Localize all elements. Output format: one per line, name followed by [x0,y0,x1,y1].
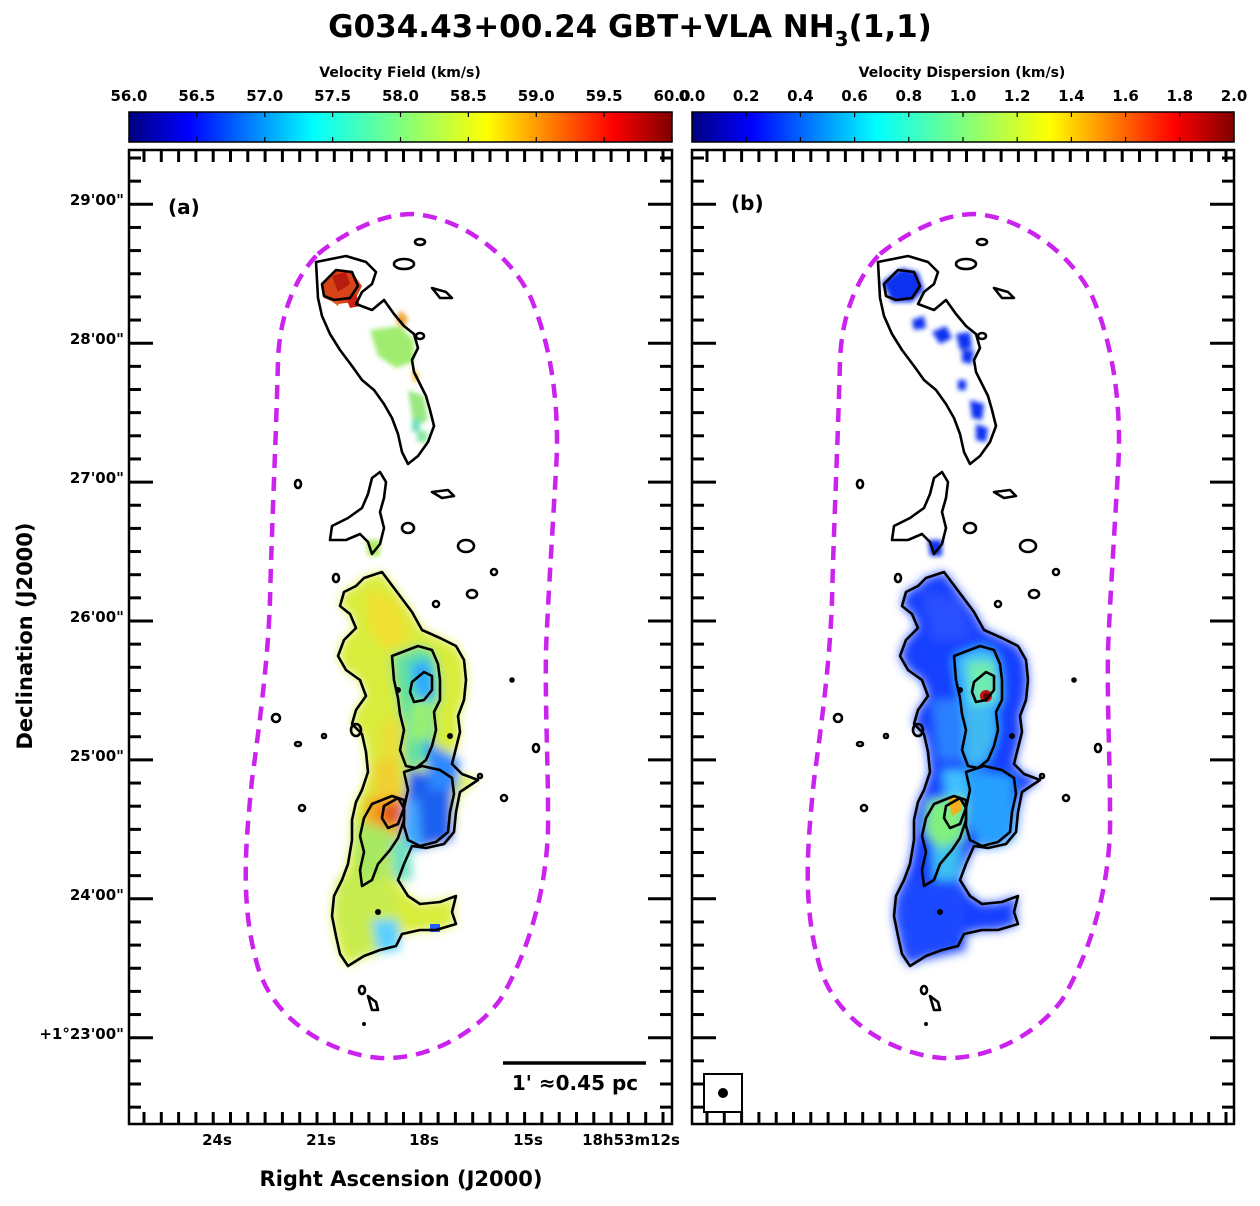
colorbar-b-tick-label: 0.4 [787,87,814,105]
ra-tick-labels: 24s 21s 18s 15s 18h53m12s [202,1131,680,1149]
dec-tick-label: 25'00" [70,747,124,765]
colorbar-b-tick-label: 1.6 [1112,87,1139,105]
colorbar-b-tick-label: 0.0 [679,87,706,105]
dec-tick-label: 29'00" [70,191,124,209]
ra-tick-label: 18h53m12s [582,1131,680,1149]
dec-tick-label: 26'00" [70,608,124,626]
colorbar-a-tick-label: 60.0 [653,87,690,105]
beam-box [703,1073,743,1113]
colorbar-a: Velocity Field (km/s) 56.0 56.5 57.0 57.5 58… [110,65,691,143]
panel-b: (b) [690,148,1236,1126]
colorbar-a-tick-label: 58.5 [450,87,487,105]
colorbar-b-tick-label: 1.8 [1167,87,1194,105]
colorbar-a-title: Velocity Field (km/s) [319,65,480,81]
y-axis-label: Declination (J2000) [13,522,37,749]
dec-tick-label: 24'00" [70,886,124,904]
panel-a-label: (a) [168,195,200,219]
colorbar-a-tick-label: 59.0 [518,87,555,105]
colorbar-b-tick-label: 0.6 [841,87,868,105]
x-axis-label: Right Ascension (J2000) [260,1167,543,1191]
colorbar-b-tick-label: 2.0 [1221,87,1248,105]
colorbar-a-tick-label: 57.5 [314,87,351,105]
panel-a-frame [127,148,674,1126]
beam-ellipse [718,1088,728,1098]
scale-bar-label: 1' ≈0.45 pc [512,1071,638,1095]
panel-b-label: (b) [731,191,764,215]
colorbar-b-tick-label: 1.2 [1004,87,1031,105]
colorbar-a-tick-label: 58.0 [382,87,419,105]
panel-b-frame [690,148,1236,1126]
colorbar-b-tick-label: 1.4 [1058,87,1085,105]
dec-tick-label: 28'00" [70,330,124,348]
panel-a: (a) 1' ≈0.45 pc [127,148,674,1126]
dec-tick-labels: 29'00" 28'00" 27'00" 26'00" 25'00" 24'00" +1°2… [39,191,124,1043]
colorbar-b: Velocity Dispersion (km/s) 0.0 0.2 0.4 0.6 0… [679,65,1248,143]
dec-tick-label: +1°23'00" [39,1025,124,1043]
colorbar-a-tick-label: 59.5 [586,87,623,105]
colorbar-a-tick-label: 56.5 [178,87,215,105]
colorbar-b-tick-label: 1.0 [950,87,977,105]
colorbar-b-title: Velocity Dispersion (km/s) [859,65,1066,81]
colorbar-b-tick-label: 0.8 [896,87,923,105]
ra-tick-label: 24s [202,1131,232,1149]
colorbar-b-tick-label: 0.2 [733,87,760,105]
colorbar-a-tick-label: 56.0 [110,87,147,105]
dec-tick-label: 27'00" [70,469,124,487]
figure-title: G034.43+00.24 GBT+VLA NH3(1,1) [328,9,932,51]
ra-tick-label: 21s [306,1131,336,1149]
colorbar-a-tick-label: 57.0 [246,87,283,105]
ra-tick-label: 18s [409,1131,439,1149]
ra-tick-label: 15s [513,1131,543,1149]
